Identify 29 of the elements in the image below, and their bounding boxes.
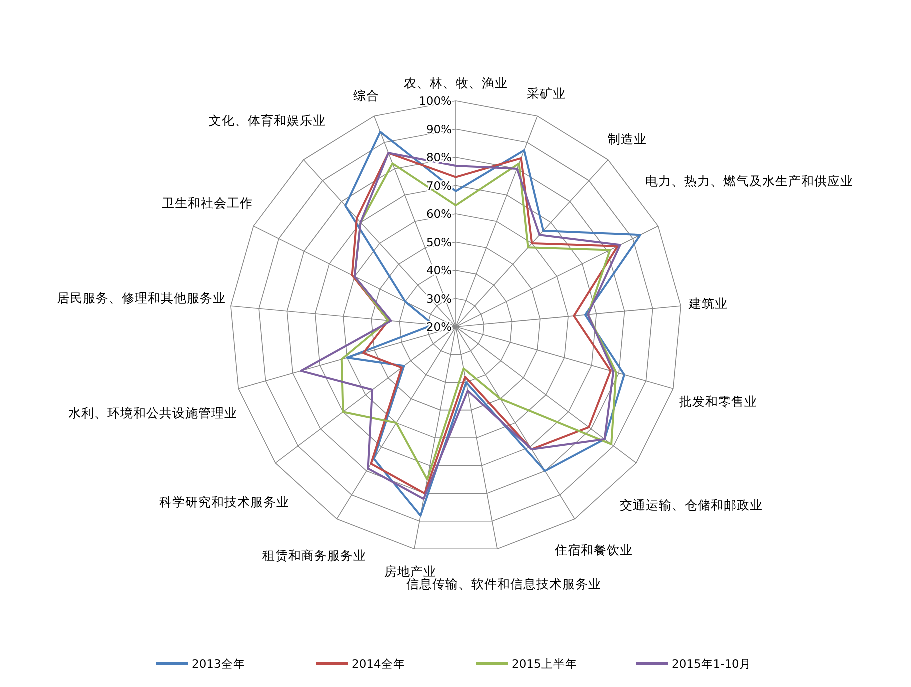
spoke-label: 房地产业 (384, 564, 436, 579)
legend-label: 2015上半年 (512, 657, 578, 671)
spoke-label: 科学研究和技术服务业 (160, 494, 290, 510)
y-tick-label: 20% (426, 320, 452, 334)
y-tick-label: 30% (426, 292, 452, 306)
y-tick-label: 40% (426, 264, 452, 278)
y-tick-label: 100% (419, 94, 452, 108)
y-tick-label: 50% (426, 235, 452, 250)
spoke-label: 住宿和餐饮业 (554, 542, 634, 558)
spoke-label: 制造业 (608, 132, 647, 147)
spoke-label: 电力、热力、燃气及水生产和供应业 (646, 173, 854, 188)
spoke-label: 信息传输、软件和信息技术服务业 (406, 576, 602, 592)
spoke-label: 租赁和商务服务业 (262, 548, 366, 564)
spoke-label: 卫生和社会工作 (162, 196, 253, 211)
legend-label: 2015年1-10月 (672, 657, 752, 671)
y-tick-label: 60% (426, 207, 452, 221)
spoke-label: 居民服务、修理和其他服务业 (57, 290, 226, 306)
spoke-label: 建筑业 (688, 296, 728, 312)
y-tick-label: 90% (426, 122, 452, 136)
spoke-label: 批发和零售业 (679, 394, 758, 410)
spoke-label: 采矿业 (526, 86, 566, 102)
spoke-label: 综合 (353, 88, 380, 104)
spoke-label: 水利、环境和公共设施管理业 (68, 406, 238, 421)
spoke-label: 文化、体育和娱乐业 (209, 112, 326, 128)
spoke-label: 农、林、牧、渔业 (404, 75, 508, 90)
spoke-label: 交通运输、仓储和邮政业 (620, 497, 763, 512)
y-tick-label: 80% (426, 150, 452, 164)
legend-label: 2014全年 (352, 657, 406, 671)
legend-label: 2013全年 (192, 657, 246, 671)
